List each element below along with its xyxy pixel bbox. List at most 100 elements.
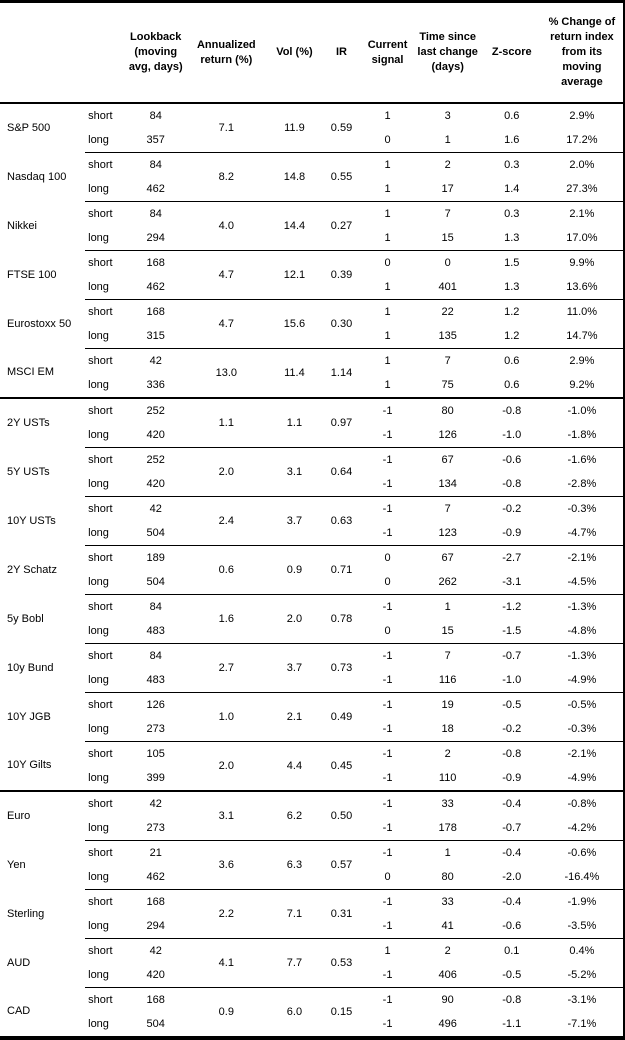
table-row: long 483 -1 116 -1.0 -4.9% xyxy=(0,668,624,693)
z-score-value: -0.9 xyxy=(482,766,541,792)
signal-value: 0 xyxy=(362,865,413,890)
z-score-value: -0.6 xyxy=(482,914,541,939)
pct-change-value: -2.1% xyxy=(567,747,597,760)
pct-change-value: -3.1% xyxy=(567,993,597,1006)
ir-value: 0.73 xyxy=(320,643,363,693)
ir-value: 0.30 xyxy=(320,299,363,349)
time-since-change-value: 80 xyxy=(412,397,483,423)
signal-value: -1 xyxy=(362,766,413,792)
lookback-value: 483 xyxy=(127,619,185,644)
table-row: long 483 0 15 -1.5 -4.8% xyxy=(0,619,624,644)
table-row: Yen short 21 3.6 6.3 0.57 -1 1 -0.4 -0.6% xyxy=(0,840,624,890)
col-header-time-since-change: Time since last change (days) xyxy=(412,1,483,104)
z-score-value: 1.2 xyxy=(504,305,520,318)
lookback-value: 252 xyxy=(127,397,185,423)
signal-value: -1 xyxy=(382,747,393,760)
signal-value: -1 xyxy=(382,993,393,1006)
table-row: long 357 0 1 1.6 17.2% xyxy=(0,128,624,153)
z-score-value: -0.7 xyxy=(482,816,541,841)
ir-value: 0.63 xyxy=(320,496,363,546)
time-since-change-value: 2 xyxy=(444,747,451,760)
lookback-value: 168 xyxy=(146,993,165,1006)
vol-value: 6.0 xyxy=(268,987,321,1039)
z-score-value: 0.6 xyxy=(504,354,520,367)
table-row: CAD short 168 0.9 6.0 0.15 -1 90 -0.8 -3.1% xyxy=(0,987,624,1039)
asset-name: 10Y USTs xyxy=(7,514,56,527)
z-score-value: 0.1 xyxy=(504,944,520,957)
period-label: long xyxy=(85,177,128,202)
col-header-period xyxy=(85,1,128,104)
signal-value: -1 xyxy=(362,423,413,448)
z-score-value: -0.8 xyxy=(502,747,522,760)
period-label: short xyxy=(88,453,113,466)
z-score-value: 1.3 xyxy=(482,226,541,251)
time-since-change-value: 41 xyxy=(412,914,483,939)
period-label: short xyxy=(88,649,113,662)
time-since-change-value: 134 xyxy=(412,472,483,497)
signal-value: 0 xyxy=(362,128,413,153)
annualized-return-value: 1.1 xyxy=(184,397,269,448)
table-row: long 420 -1 126 -1.0 -1.8% xyxy=(0,423,624,448)
table-row: 5y Bobl short 84 1.6 2.0 0.78 -1 1 -1.2 -1.3% xyxy=(0,594,624,644)
period-label: long xyxy=(85,570,128,595)
period-label: long xyxy=(85,717,128,742)
lookback-value: 168 xyxy=(146,256,165,269)
annualized-return-value: 4.7 xyxy=(184,299,269,349)
z-score-value: -2.7 xyxy=(502,551,522,564)
time-since-change-value: 3 xyxy=(444,109,451,122)
period-label: short xyxy=(88,158,113,171)
asset-name: MSCI EM xyxy=(7,366,55,379)
z-score-value: -2.0 xyxy=(482,865,541,890)
lookback-value: 126 xyxy=(146,698,165,711)
time-since-change-value: 262 xyxy=(412,570,483,595)
lookback-value: 84 xyxy=(149,109,162,122)
pct-change-value: -2.1% xyxy=(567,551,597,564)
table-row: long 273 -1 178 -0.7 -4.2% xyxy=(0,816,624,841)
ir-value: 0.64 xyxy=(320,447,363,497)
annualized-return-value: 0.9 xyxy=(184,987,269,1039)
header-row: Lookback (moving avg, days) Annualized r… xyxy=(0,1,624,104)
period-label: long xyxy=(85,619,128,644)
table-row: Nikkei short 84 4.0 14.4 0.27 1 7 0.3 2.1% xyxy=(0,201,624,251)
period-label: short xyxy=(88,600,113,613)
period-label: short xyxy=(88,698,113,711)
ir-value: 0.49 xyxy=(320,692,363,742)
period-label: long xyxy=(85,275,128,300)
period-label: long xyxy=(85,816,128,841)
z-score-value: -1.0 xyxy=(482,668,541,693)
period-label: short xyxy=(88,551,113,564)
lookback-value: 420 xyxy=(127,963,185,988)
table-row: long 504 0 262 -3.1 -4.5% xyxy=(0,570,624,595)
signal-value: 1 xyxy=(384,109,391,122)
lookback-value: 294 xyxy=(127,226,185,251)
pct-change-value: -0.3% xyxy=(567,502,597,515)
col-header-ir: IR xyxy=(320,1,363,104)
annualized-return-value: 2.0 xyxy=(184,447,269,497)
signal-value: -1 xyxy=(362,914,413,939)
z-score-value: 1.4 xyxy=(482,177,541,202)
signal-value: 1 xyxy=(384,158,391,171)
pct-change-value: -1.6% xyxy=(567,453,597,466)
vol-value: 3.1 xyxy=(268,447,321,497)
asset-group: 2Y USTs short 252 1.1 1.1 0.97 -1 80 -0.8 -1.0% lo… xyxy=(0,397,624,448)
vol-value: 6.2 xyxy=(268,790,321,841)
signal-value: -1 xyxy=(382,698,393,711)
table-row: 5Y USTs short 252 2.0 3.1 0.64 -1 67 -0.6 -1.6% xyxy=(0,447,624,497)
period-label: short xyxy=(88,354,113,367)
lookback-value: 84 xyxy=(149,600,162,613)
pct-change-value: -0.3% xyxy=(540,717,624,742)
vol-value: 1.1 xyxy=(268,397,321,448)
z-score-value: -0.6 xyxy=(502,453,522,466)
asset-name: 5y Bobl xyxy=(7,612,44,625)
pct-change-value: 17.2% xyxy=(540,128,624,153)
z-score-value: 0.6 xyxy=(504,109,520,122)
asset-name: Yen xyxy=(7,858,26,871)
asset-group: Eurostoxx 50 short 168 4.7 15.6 0.30 1 22 1.2 11.… xyxy=(0,299,624,349)
ir-value: 0.71 xyxy=(320,545,363,595)
z-score-value: -1.5 xyxy=(482,619,541,644)
asset-group: Sterling short 168 2.2 7.1 0.31 -1 33 -0.4 -1.9% l… xyxy=(0,889,624,939)
asset-group: 5y Bobl short 84 1.6 2.0 0.78 -1 1 -1.2 -1.3% long… xyxy=(0,594,624,644)
signal-value: -1 xyxy=(382,453,393,466)
pct-change-value: -4.9% xyxy=(540,668,624,693)
